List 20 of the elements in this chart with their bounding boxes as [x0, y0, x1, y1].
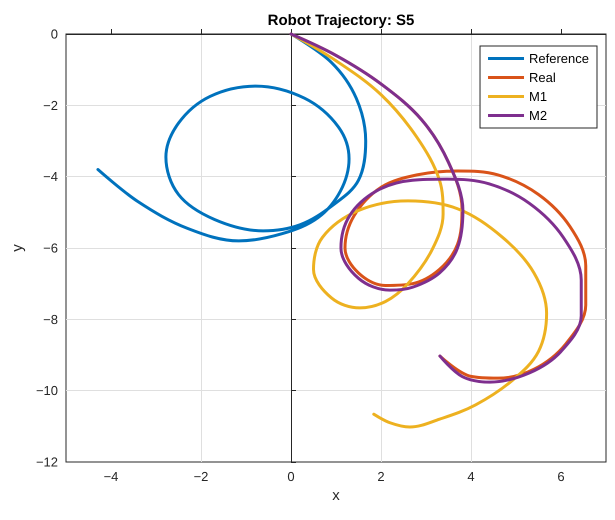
y-tick-label: 0: [50, 26, 58, 42]
x-tick-label: −2: [194, 469, 208, 484]
legend-label: Real: [529, 70, 556, 85]
x-tick-label: 4: [467, 469, 475, 484]
x-tick-label: −4: [104, 469, 118, 484]
legend-label: M1: [529, 89, 548, 104]
y-tick-label: −8: [43, 312, 58, 327]
x-tick-label: 6: [557, 469, 565, 484]
y-tick-label: −4: [43, 169, 58, 184]
legend-label: Reference: [529, 51, 590, 66]
x-tick-label: 0: [287, 469, 295, 484]
chart-title: Robot Trajectory: S5: [268, 12, 414, 29]
x-tick-label: 2: [377, 469, 385, 484]
y-axis-title: y: [9, 244, 26, 252]
y-tick-label: −6: [43, 240, 58, 256]
x-axis-title: x: [332, 487, 340, 504]
y-tick-label: −2: [43, 98, 58, 113]
y-tick-label: −10: [36, 383, 58, 398]
y-tick-label: −12: [36, 454, 58, 470]
legend-label: M2: [529, 108, 548, 123]
